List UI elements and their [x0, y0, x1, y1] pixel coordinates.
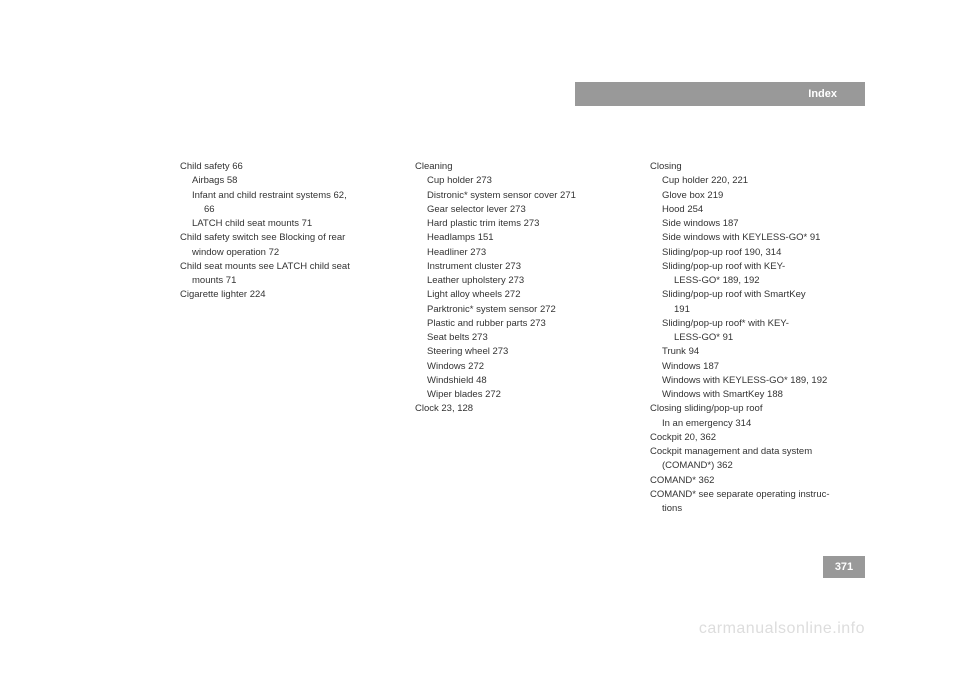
- index-entry: LESS-GO* 189, 192: [674, 274, 865, 288]
- index-entry: Steering wheel 273: [427, 345, 630, 359]
- index-entry: Distronic* system sensor cover 271: [427, 189, 630, 203]
- index-entry: In an emergency 314: [662, 417, 865, 431]
- index-entry: Instrument cluster 273: [427, 260, 630, 274]
- index-entry: Wiper blades 272: [427, 388, 630, 402]
- index-entry: Sliding/pop-up roof with KEY-: [662, 260, 865, 274]
- index-entry: Cup holder 220, 221: [662, 174, 865, 188]
- index-entry: Child safety switch see Blocking of rear: [180, 231, 395, 245]
- index-entry: Closing: [650, 160, 865, 174]
- index-entry: Airbags 58: [192, 174, 395, 188]
- index-entry: Side windows 187: [662, 217, 865, 231]
- index-entry: Hard plastic trim items 273: [427, 217, 630, 231]
- index-entry: Sliding/pop-up roof* with KEY-: [662, 317, 865, 331]
- index-entry: Gear selector lever 273: [427, 203, 630, 217]
- index-entry: Child seat mounts see LATCH child seat: [180, 260, 395, 274]
- index-entry: Windows with SmartKey 188: [662, 388, 865, 402]
- index-entry: Seat belts 273: [427, 331, 630, 345]
- index-entry: Infant and child restraint systems 62,: [192, 189, 395, 203]
- index-entry: tions: [662, 502, 865, 516]
- index-entry: (COMAND*) 362: [662, 459, 865, 473]
- index-column-3: ClosingCup holder 220, 221Glove box 219H…: [650, 160, 865, 516]
- index-entry: Closing sliding/pop-up roof: [650, 402, 865, 416]
- index-entry: Cockpit management and data system: [650, 445, 865, 459]
- index-entry: Headliner 273: [427, 246, 630, 260]
- index-entry: Leather upholstery 273: [427, 274, 630, 288]
- index-entry: LATCH child seat mounts 71: [192, 217, 395, 231]
- index-column-2: CleaningCup holder 273Distronic* system …: [415, 160, 630, 516]
- header-title: Index: [808, 88, 837, 100]
- index-entry: Windows 272: [427, 360, 630, 374]
- index-entry: 191: [674, 303, 865, 317]
- index-entry: LESS-GO* 91: [674, 331, 865, 345]
- index-entry: Windows 187: [662, 360, 865, 374]
- index-content: Child safety 66Airbags 58Infant and chil…: [180, 160, 865, 516]
- page-number-badge: 371: [823, 556, 865, 578]
- index-entry: 66: [204, 203, 395, 217]
- index-column-1: Child safety 66Airbags 58Infant and chil…: [180, 160, 395, 516]
- index-entry: Trunk 94: [662, 345, 865, 359]
- index-entry: Sliding/pop-up roof with SmartKey: [662, 288, 865, 302]
- index-entry: Plastic and rubber parts 273: [427, 317, 630, 331]
- index-entry: Cup holder 273: [427, 174, 630, 188]
- index-entry: Headlamps 151: [427, 231, 630, 245]
- page-number: 371: [835, 561, 853, 573]
- index-entry: Child safety 66: [180, 160, 395, 174]
- index-entry: Cleaning: [415, 160, 630, 174]
- index-entry: Sliding/pop-up roof 190, 314: [662, 246, 865, 260]
- index-entry: Side windows with KEYLESS-GO* 91: [662, 231, 865, 245]
- index-entry: Windows with KEYLESS-GO* 189, 192: [662, 374, 865, 388]
- watermark-text: carmanualsonline.info: [699, 620, 865, 638]
- index-entry: Parktronic* system sensor 272: [427, 303, 630, 317]
- index-entry: Clock 23, 128: [415, 402, 630, 416]
- index-entry: Light alloy wheels 272: [427, 288, 630, 302]
- index-entry: Cockpit 20, 362: [650, 431, 865, 445]
- index-entry: Cigarette lighter 224: [180, 288, 395, 302]
- header-bar: Index: [575, 82, 865, 106]
- index-entry: window operation 72: [192, 246, 395, 260]
- index-entry: COMAND* see separate operating instruc-: [650, 488, 865, 502]
- index-entry: COMAND* 362: [650, 474, 865, 488]
- index-entry: Glove box 219: [662, 189, 865, 203]
- index-entry: Windshield 48: [427, 374, 630, 388]
- index-entry: Hood 254: [662, 203, 865, 217]
- index-entry: mounts 71: [192, 274, 395, 288]
